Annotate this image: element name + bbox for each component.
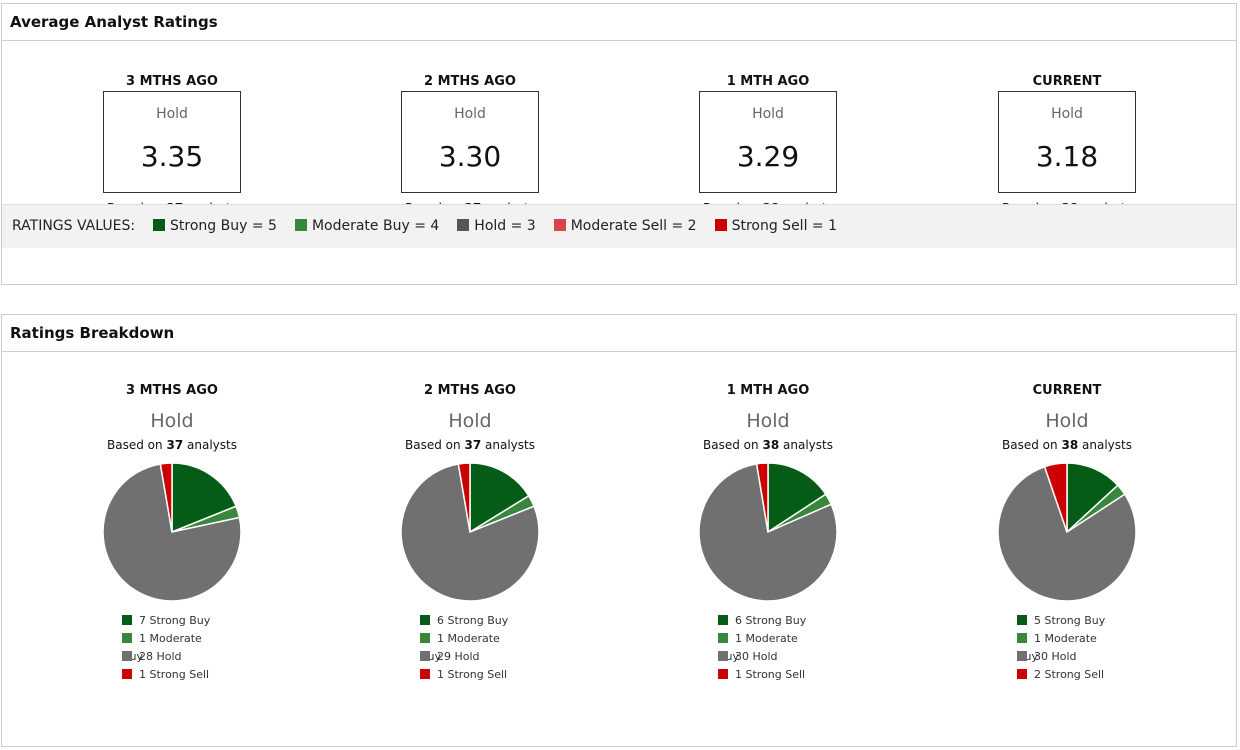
legend-swatch	[714, 219, 727, 231]
rating-value: 3.18	[1035, 140, 1099, 173]
pie-legend-item: 1 Moderate Buy	[718, 632, 798, 663]
pie-slice-strong-buy[interactable]	[1066, 462, 1119, 534]
pie-slice-strong-sell[interactable]	[457, 462, 471, 533]
period-label: 3 MTHS AGO	[126, 74, 218, 89]
period-label: 2 MTHS AGO	[424, 383, 516, 398]
ratings-breakdown-panel: Ratings Breakdown 3 MTHS AGO Hold Based …	[1, 314, 1237, 747]
pie-legend: 5 Strong Buy 1 Moderate Buy 30 Hold 2 Stron…	[1017, 612, 1117, 684]
average-ratings-panel: Average Analyst Ratings 3 MTHS AGO Hold 3…	[1, 3, 1237, 285]
pie-slice-hold[interactable]	[102, 463, 242, 602]
pie-legend: 7 Strong Buy 1 Moderate Buy 28 Hold 1 Stron…	[122, 612, 222, 684]
ratings-values-legend: RATINGS VALUES: Strong Buy = 5 Moderate Bu…	[2, 204, 1236, 248]
pie-slice-strong-sell[interactable]	[159, 462, 173, 533]
pie-legend-item: 29 Hold	[420, 648, 520, 666]
rating-box: Hold 3.29	[699, 91, 837, 193]
pie-slice-hold[interactable]	[698, 463, 838, 602]
consensus-label: Hold	[746, 410, 790, 432]
pie-slice-strong-buy[interactable]	[469, 462, 530, 534]
legend-item: Hold = 3	[474, 218, 536, 234]
pie-legend-item: 30 Hold	[1017, 648, 1117, 666]
period-label: 2 MTHS AGO	[424, 74, 516, 89]
consensus-label: Hold	[150, 410, 194, 432]
based-on-text: Based on 37 analysts	[405, 438, 535, 452]
pie-legend-item: 1 Moderate Buy	[122, 632, 202, 663]
pie-legend-item: 1 Strong Sell	[122, 666, 222, 684]
period-label: 1 MTH AGO	[726, 383, 810, 398]
pie-chart	[400, 462, 540, 602]
legend-item: Moderate Buy = 4	[311, 218, 440, 234]
legend-item: Moderate Sell = 2	[570, 218, 697, 234]
pie-legend-item: 30 Hold	[718, 648, 818, 666]
pie-legend-item: 5 Strong Buy	[1017, 612, 1117, 630]
pie-slice-strong-sell[interactable]	[755, 462, 769, 533]
period-label: CURRENT	[1032, 74, 1102, 89]
legend-swatch	[153, 219, 166, 231]
rating-value: 3.35	[140, 140, 204, 173]
rating-label: Hold	[1051, 106, 1083, 122]
pie-legend-item: 28 Hold	[122, 648, 222, 666]
pie-legend: 6 Strong Buy 1 Moderate Buy 30 Hold 1 Stron…	[718, 612, 818, 684]
rating-label: Hold	[156, 106, 188, 122]
pie-chart	[102, 462, 242, 602]
based-on-text: Based on 37 analysts	[107, 438, 237, 452]
breakdown-column: 3 MTHS AGO Hold Based on 37 analysts 7 S…	[52, 383, 292, 684]
pie-legend-item: 1 Strong Sell	[718, 666, 818, 684]
pie-slice-strong-buy[interactable]	[767, 462, 827, 534]
pie-legend-item: 2 Strong Sell	[1017, 666, 1117, 684]
rating-label: Hold	[752, 106, 784, 122]
legend-swatch	[553, 219, 566, 231]
breakdown-column: 1 MTH AGO Hold Based on 38 analysts 6 St…	[648, 383, 888, 684]
period-label: CURRENT	[1032, 383, 1102, 398]
consensus-label: Hold	[448, 410, 492, 432]
breakdown-column: CURRENT Hold Based on 38 analysts 5 Stro…	[947, 383, 1187, 684]
rating-box: Hold 3.30	[401, 91, 539, 193]
period-label: 3 MTHS AGO	[126, 383, 218, 398]
rating-value: 3.29	[736, 140, 800, 173]
panel-title: Ratings Breakdown	[2, 315, 1236, 352]
pie-chart	[698, 462, 838, 602]
legend-item: Strong Sell = 1	[731, 218, 837, 234]
rating-box: Hold 3.18	[998, 91, 1136, 193]
pie-legend-item: 1 Moderate Buy	[420, 632, 500, 663]
based-on-text: Based on 38 analysts	[1002, 438, 1132, 452]
legend-swatch	[457, 219, 470, 231]
rating-box: Hold 3.35	[103, 91, 241, 193]
pie-slice-hold[interactable]	[400, 463, 540, 602]
pie-legend-item: 6 Strong Buy	[718, 612, 818, 630]
period-label: 1 MTH AGO	[726, 74, 810, 89]
pie-chart	[997, 462, 1137, 602]
legend-title: RATINGS VALUES:	[12, 218, 136, 234]
pie-legend-item: 7 Strong Buy	[122, 612, 222, 630]
pie-legend-item: 1 Strong Sell	[420, 666, 520, 684]
rating-label: Hold	[454, 106, 486, 122]
legend-swatch	[294, 219, 307, 231]
legend-item: Strong Buy = 5	[170, 218, 277, 234]
pie-legend: 6 Strong Buy 1 Moderate Buy 29 Hold 1 Stron…	[420, 612, 520, 684]
rating-value: 3.30	[438, 140, 502, 173]
breakdown-column: 2 MTHS AGO Hold Based on 37 analysts 6 S…	[350, 383, 590, 684]
pie-legend-item: 1 Moderate Buy	[1017, 632, 1097, 663]
pie-legend-item: 6 Strong Buy	[420, 612, 520, 630]
consensus-label: Hold	[1045, 410, 1089, 432]
panel-title: Average Analyst Ratings	[2, 4, 1236, 41]
based-on-text: Based on 38 analysts	[703, 438, 833, 452]
pie-slice-hold[interactable]	[997, 465, 1137, 602]
pie-slice-strong-sell[interactable]	[1043, 462, 1068, 533]
pie-slice-strong-buy[interactable]	[171, 462, 237, 534]
